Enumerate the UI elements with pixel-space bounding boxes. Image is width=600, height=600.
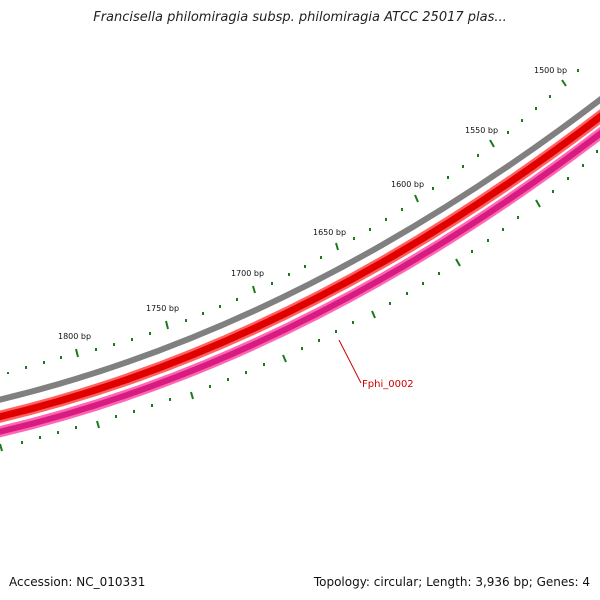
tick-label-1600: 1600 bp (391, 180, 424, 189)
gene-band-pink-core (0, 130, 600, 435)
feature-label-fphi-0002[interactable]: Fphi_0002 (362, 379, 414, 390)
outer-tick-row (7, 69, 579, 374)
feature-callout-line (338, 339, 362, 384)
inner-tick-row (0, 150, 598, 452)
backbone-ring (0, 96, 600, 403)
tick-label-1550: 1550 bp (465, 126, 498, 135)
topology-summary: Topology: circular; Length: 3,936 bp; Ge… (313, 575, 590, 589)
accession-label: Accession: NC_010331 (9, 575, 146, 589)
tick-label-1700: 1700 bp (231, 269, 264, 278)
tick-label-1750: 1750 bp (146, 304, 179, 313)
tick-label-1800: 1800 bp (58, 332, 91, 341)
tick-label-1500: 1500 bp (534, 66, 567, 75)
gene-band-red-core (0, 112, 600, 421)
tick-label-1650: 1650 bp (313, 228, 346, 237)
map-title: Francisella philomiragia subsp. philomir… (93, 10, 507, 25)
